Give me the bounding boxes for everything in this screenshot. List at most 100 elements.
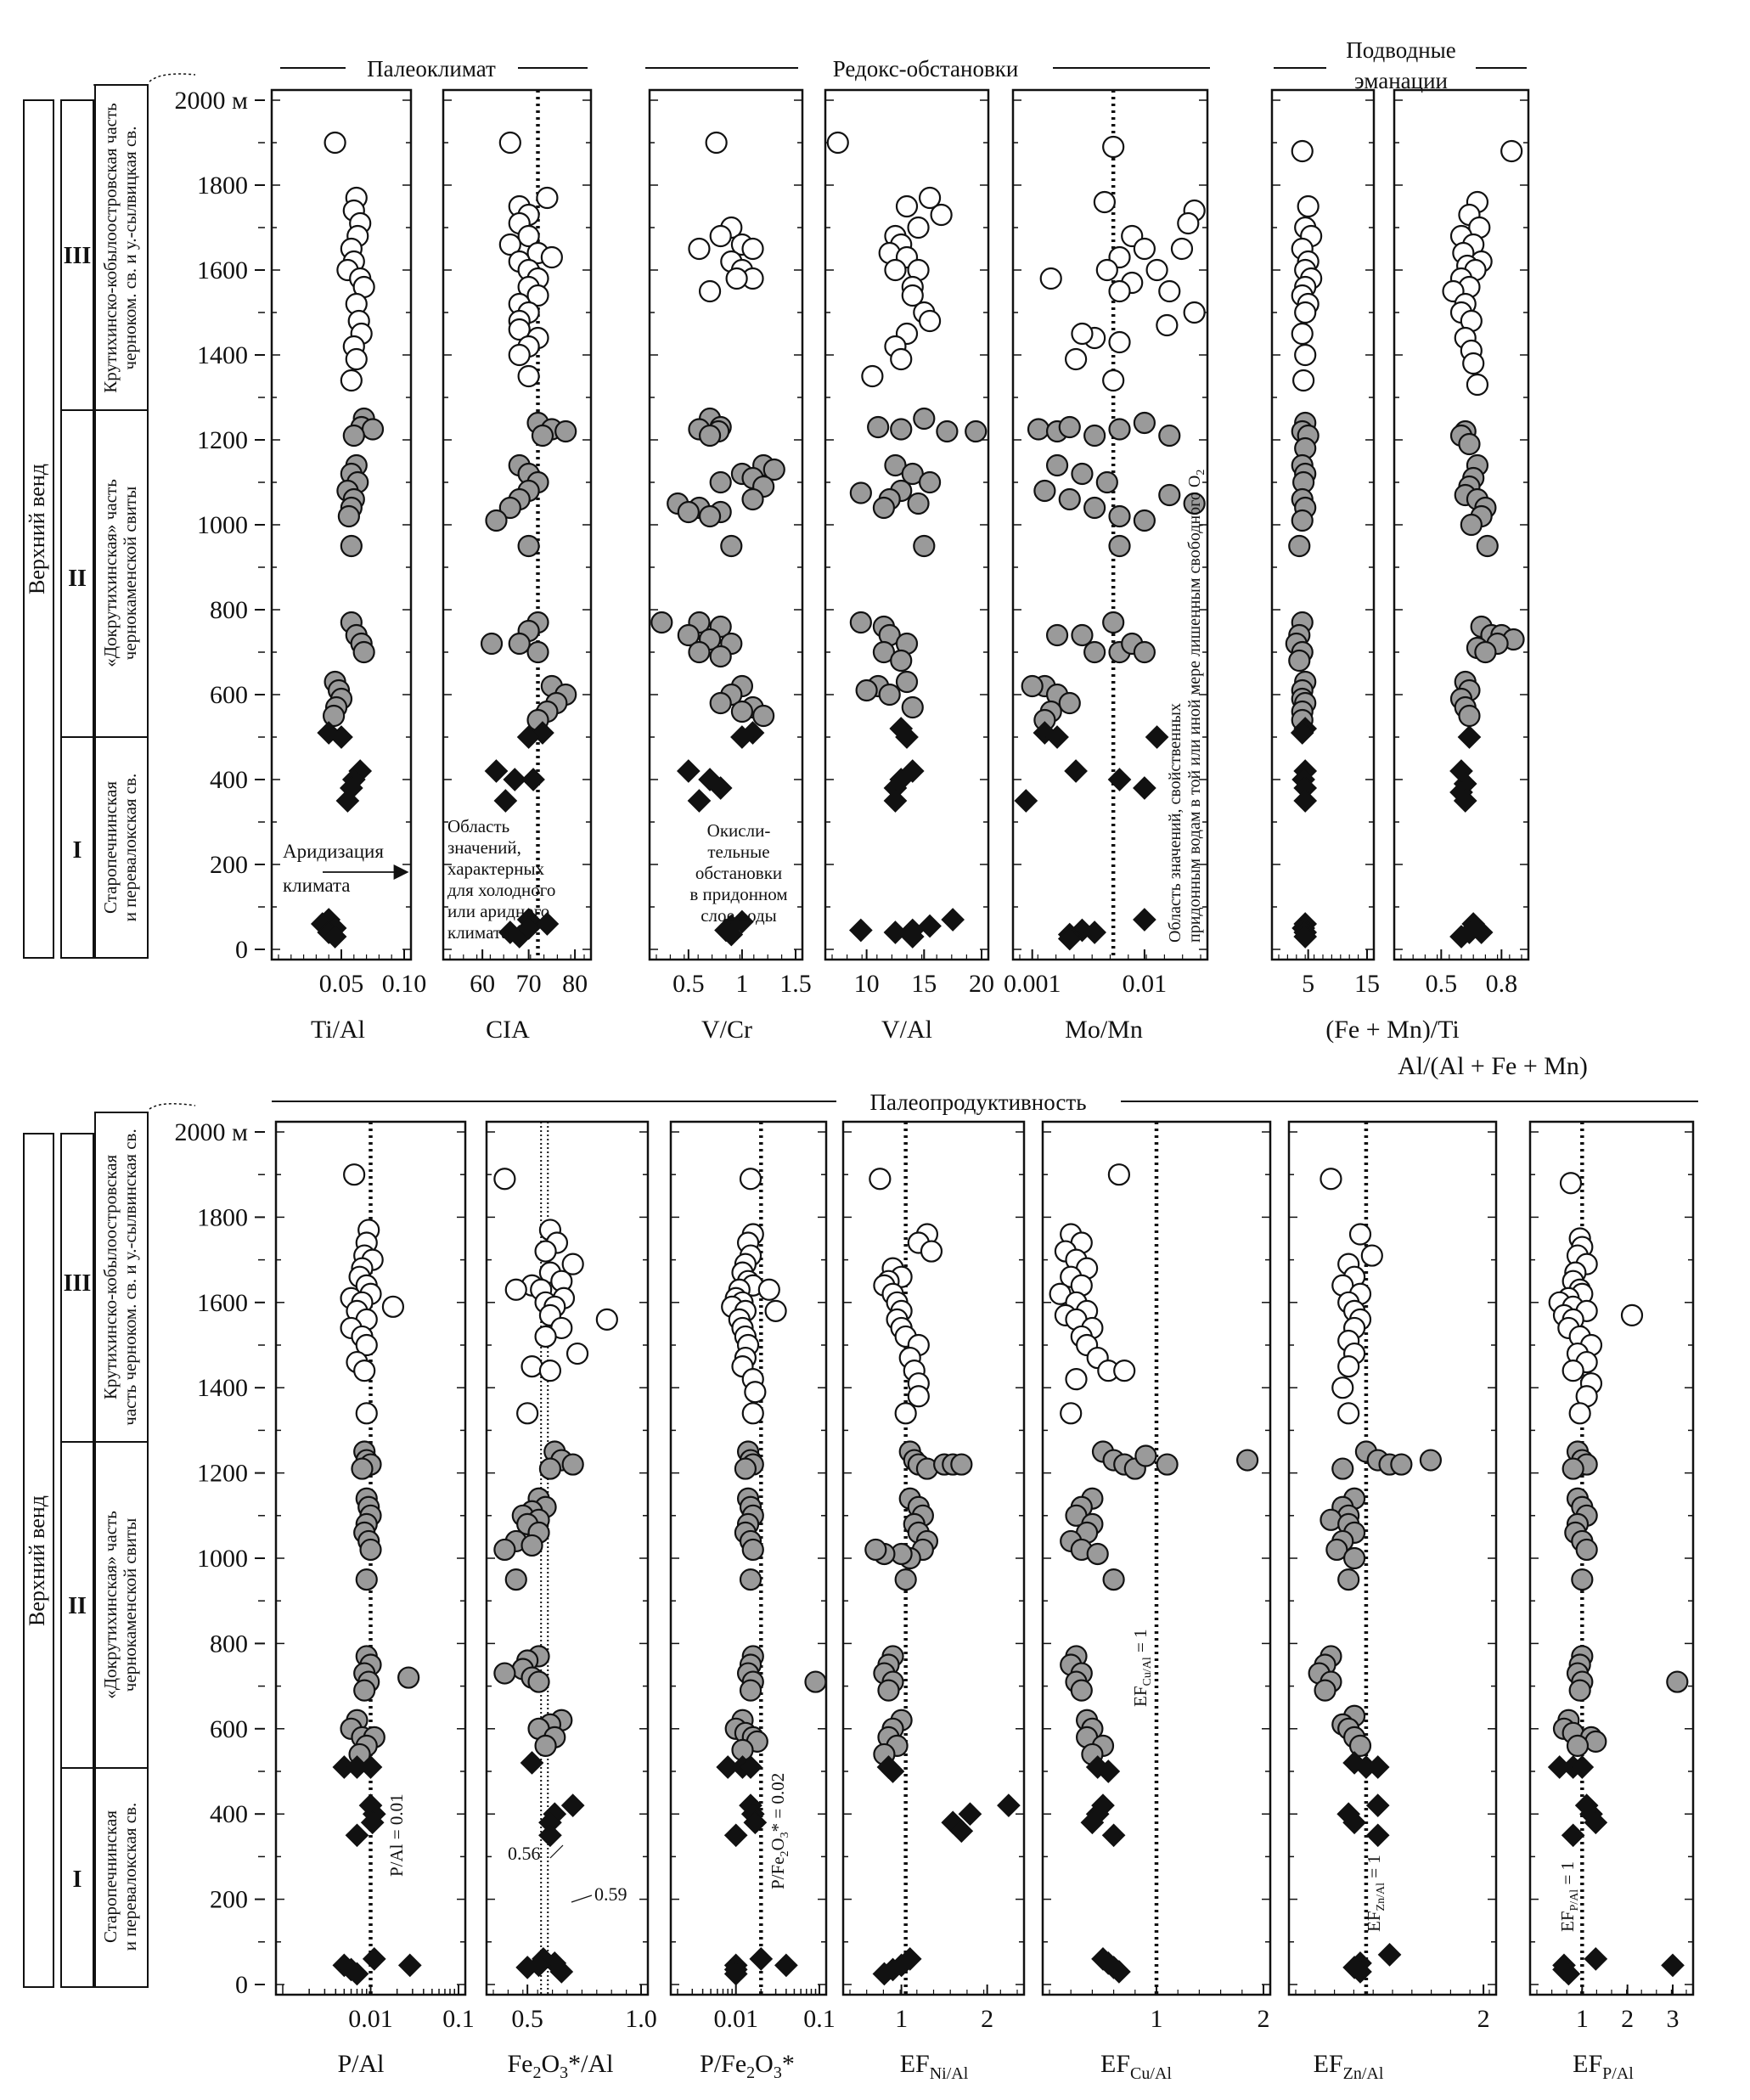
depth-tick-label: 400 [210, 766, 248, 794]
strat-unit-name: черноком. св. и у.-сылвицкая св. [120, 127, 140, 370]
gray-circle-point [480, 632, 504, 656]
open-circle-point [741, 1402, 764, 1425]
fe-ratio-labels: 0.56 0.59 [508, 1843, 627, 1905]
open-circle-point [540, 245, 563, 269]
gray-circle-point [526, 640, 549, 664]
panel-pal: 0.01 0.1 [274, 1120, 475, 2033]
open-circle-point [1337, 1402, 1360, 1425]
depth-tick-label: 1200 [197, 426, 248, 454]
x-axis-labels: Ti/Al CIA V/Cr V/Al Mo/Mn (Fe + Mn)/Ti A… [311, 1016, 1634, 2083]
diamond-point [1290, 721, 1314, 745]
aridization-annotation: Аридизация климата [283, 841, 409, 896]
diamond-point [881, 1759, 905, 1783]
diamond-point [1045, 725, 1069, 749]
diamond-point [848, 918, 873, 943]
gray-circle-point [913, 407, 936, 431]
x-tick-label: 3 [1667, 2005, 1680, 2033]
open-circle-point [725, 267, 748, 290]
diamond-point [958, 1802, 982, 1827]
open-circle-point [1065, 1368, 1088, 1391]
diamond-point [918, 914, 942, 938]
open-circle-point [508, 343, 531, 367]
depth-tick-label: 1400 [197, 341, 248, 369]
open-circle-point [355, 1333, 378, 1357]
gray-circle-point [1342, 1546, 1366, 1570]
cia-region-annotation: Область значений, характерных для холодн… [447, 816, 555, 943]
strat-epoch-bottom: Верхний венд [25, 1495, 49, 1626]
open-circle-point [930, 203, 953, 227]
open-circle-point [536, 186, 559, 210]
open-circle-point [869, 1168, 892, 1191]
cia-region-text: характерных [447, 859, 545, 879]
diamond-point [1293, 789, 1318, 813]
open-circle-point [508, 318, 531, 341]
x-tick-label: 80 [562, 970, 588, 998]
diamond-point [749, 1947, 774, 1971]
gray-circle-point [493, 1538, 516, 1562]
diamond-point [676, 759, 701, 783]
gray-circle-point [1158, 424, 1181, 448]
gray-circle-point [677, 500, 700, 524]
open-circle-point [1065, 347, 1088, 371]
gray-circle-point [1561, 1457, 1584, 1480]
diamond-point [1365, 1823, 1390, 1848]
panel-pfe: 0.01 0.1 [669, 1120, 836, 2033]
open-circle-point [534, 1240, 557, 1263]
open-circle-point [709, 224, 732, 248]
diamond-point [1584, 1947, 1608, 1971]
gray-circle-point [517, 534, 540, 558]
open-circle-point [1108, 279, 1131, 303]
cia-region-text: Область [447, 816, 509, 836]
strat-unit-roman: III [64, 243, 92, 269]
gray-circle-point [1390, 1453, 1413, 1476]
gray-circle-point [877, 1679, 900, 1702]
open-circle-point [1039, 267, 1062, 290]
open-circle-point [1113, 1360, 1136, 1382]
x-axis-label-femnti: (Fe + Mn)/Ti [1325, 1016, 1460, 1044]
svg-text:P/Fe2O3* = 0.02: P/Fe2O3* = 0.02 [768, 1773, 791, 1889]
x-tick-label: 1 [895, 2005, 908, 2033]
gray-circle-point [337, 504, 360, 528]
x-tick-label: 0.1 [442, 2005, 475, 2033]
strat-unit-name: чернокаменской свиты [120, 1518, 140, 1692]
diamond-point [723, 1962, 748, 1986]
gray-circle-point [739, 1568, 762, 1591]
gray-circle-point [1071, 623, 1094, 647]
x-tick-label: 0.1 [803, 2005, 836, 2033]
gray-circle-point [1666, 1670, 1689, 1693]
depth-tick-label: 1800 [197, 1203, 248, 1231]
open-circle-point [1156, 313, 1179, 337]
strat-unit-name: часть черноком. св. и у.-сылвинская св. [120, 1129, 140, 1425]
open-circle-point [516, 1402, 539, 1425]
diamond-point [739, 1755, 762, 1779]
gray-circle-point [359, 1538, 382, 1562]
strat-unit-name: и перевалокская св. [120, 774, 140, 922]
gray-circle-point [1348, 1734, 1372, 1757]
diamond-point [1083, 921, 1106, 944]
gray-circle-point [1325, 1538, 1348, 1562]
diamond-point [521, 768, 545, 791]
diamond-point [743, 1810, 768, 1835]
depth-tick-label: 600 [210, 681, 248, 709]
open-circle-point [517, 364, 540, 388]
group-label-redox: Редокс-обстановки [833, 56, 1019, 82]
x-tick-label: 1 [735, 970, 748, 998]
open-circle-point [345, 347, 368, 371]
gray-circle-point [1584, 1730, 1607, 1753]
strat-unit-name: Крутихинско-кобылоостровская часть [100, 103, 121, 392]
cia-region-text: климата [447, 922, 509, 943]
gray-circle-point [890, 649, 913, 673]
open-circle-point [1183, 301, 1206, 324]
group-header-productivity: Палеопродуктивность [272, 1089, 1698, 1115]
gray-circle-point [1568, 1679, 1591, 1702]
diamond-point [1570, 1755, 1595, 1779]
x-axis-label-tial: Ti/Al [311, 1016, 365, 1044]
strat-unit-name: и перевалокская св. [120, 1803, 140, 1951]
gray-circle-point [498, 496, 521, 520]
gray-circle-point [965, 419, 988, 443]
x-tick-label: 2 [1258, 2005, 1270, 2033]
gray-circle-point [355, 1568, 378, 1591]
open-circle-point [595, 1308, 618, 1331]
diamond-point [730, 725, 754, 749]
